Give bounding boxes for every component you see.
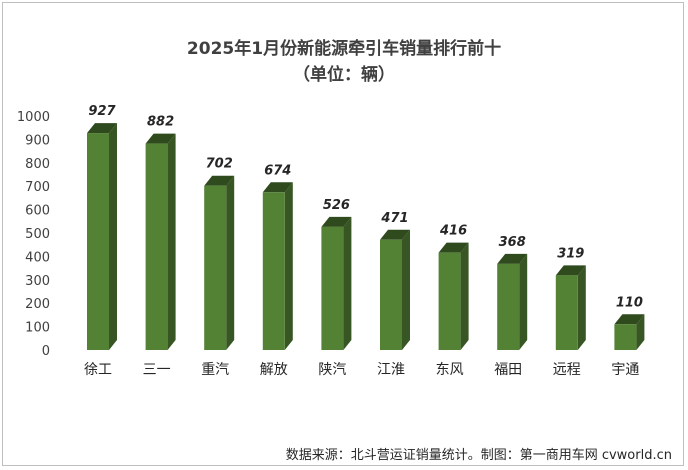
bar-top bbox=[614, 314, 645, 325]
bar-side bbox=[284, 182, 293, 350]
chart-subtitle: （单位：辆） bbox=[293, 65, 395, 85]
bar bbox=[614, 314, 645, 350]
x-category-label: 宇通 bbox=[611, 362, 639, 378]
bar-value-label: 674 bbox=[264, 163, 291, 178]
bar-top bbox=[321, 216, 352, 227]
bar-front bbox=[321, 226, 344, 350]
bar bbox=[555, 265, 586, 350]
bars bbox=[87, 123, 645, 350]
bar-front bbox=[555, 275, 578, 350]
bar-front bbox=[614, 324, 637, 350]
y-tick-label: 600 bbox=[25, 204, 50, 219]
bar bbox=[497, 253, 528, 350]
y-tick-label: 0 bbox=[42, 344, 50, 359]
bar-top bbox=[87, 123, 117, 134]
bar bbox=[380, 229, 410, 350]
bar-front bbox=[87, 133, 109, 350]
bar-side bbox=[343, 216, 352, 350]
y-tick-label: 400 bbox=[25, 250, 50, 265]
x-category-label: 江淮 bbox=[377, 362, 405, 378]
x-category-label: 徐工 bbox=[84, 362, 112, 378]
bar-side bbox=[636, 314, 645, 350]
bar bbox=[204, 175, 235, 350]
bar-top bbox=[438, 242, 469, 253]
x-category-label: 重汽 bbox=[201, 362, 229, 378]
x-category-label: 远程 bbox=[553, 362, 581, 378]
bar bbox=[145, 133, 176, 350]
bar bbox=[438, 242, 469, 350]
y-axis: 0 100 200 300 400 500 600 700 800 900 1000 bbox=[17, 110, 50, 359]
bar-top bbox=[497, 253, 528, 264]
bar-value-label: 416 bbox=[439, 224, 467, 239]
y-tick-label: 500 bbox=[25, 227, 50, 242]
bar-side bbox=[109, 123, 117, 350]
bar-value-label: 927 bbox=[88, 104, 116, 119]
bar-side bbox=[460, 242, 469, 350]
x-axis: 徐工 三一 重汽 解放 陕汽 江淮 东风 福田 远程 宇通 bbox=[84, 362, 639, 378]
data-source-note: 数据来源：北斗营运证销量统计。制图：第一商用车网 cvworld.cn bbox=[285, 448, 672, 463]
y-tick-label: 300 bbox=[25, 274, 50, 289]
y-tick-label: 1000 bbox=[17, 110, 50, 125]
y-tick-label: 700 bbox=[25, 180, 50, 195]
x-category-label: 陕汽 bbox=[318, 362, 346, 378]
bar-side bbox=[226, 175, 235, 350]
bar-value-label: 319 bbox=[557, 246, 584, 261]
chart-title: 2025年1月份新能源牵引车销量排行前十 bbox=[186, 39, 502, 59]
bar bbox=[321, 216, 352, 350]
y-tick-label: 900 bbox=[25, 133, 50, 148]
x-category-label: 福田 bbox=[494, 362, 522, 378]
bar-front bbox=[380, 239, 402, 350]
bar-side bbox=[519, 253, 528, 350]
value-labels: 927 882 702 674 526 471 416 368 319 110 bbox=[88, 104, 643, 310]
x-category-label: 三一 bbox=[143, 362, 171, 378]
bar-value-label: 526 bbox=[323, 198, 350, 213]
x-category-label: 解放 bbox=[260, 362, 288, 378]
bar-value-label: 368 bbox=[499, 235, 526, 250]
bar-top bbox=[262, 182, 293, 193]
bar-front bbox=[497, 263, 520, 350]
bar-front bbox=[262, 192, 285, 350]
bar-value-label: 702 bbox=[206, 157, 233, 172]
bar-top bbox=[555, 265, 586, 276]
bar bbox=[87, 123, 117, 350]
bar-side bbox=[402, 229, 410, 350]
bar-front bbox=[145, 143, 168, 350]
x-category-label: 东风 bbox=[436, 362, 464, 378]
bar-side bbox=[167, 133, 176, 350]
y-tick-label: 200 bbox=[25, 297, 50, 312]
bar-side bbox=[577, 265, 586, 350]
bar-top bbox=[380, 229, 410, 240]
bar-top bbox=[204, 175, 235, 186]
bar-top bbox=[145, 133, 176, 144]
bar bbox=[262, 182, 293, 350]
bar-value-label: 471 bbox=[380, 211, 408, 226]
y-tick-label: 100 bbox=[25, 321, 50, 336]
bar-value-label: 110 bbox=[616, 295, 643, 310]
bar-value-label: 882 bbox=[147, 115, 174, 130]
bar-front bbox=[438, 252, 461, 350]
bar-front bbox=[204, 185, 227, 350]
y-tick-label: 800 bbox=[25, 157, 50, 172]
